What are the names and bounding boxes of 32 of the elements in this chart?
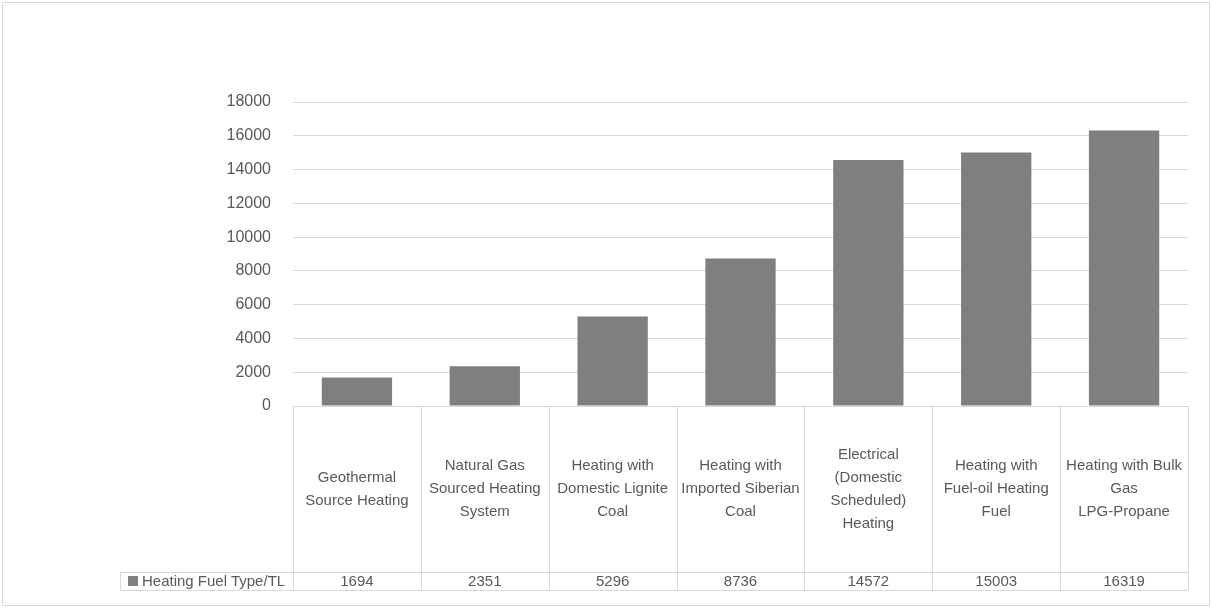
x-tick-label: Heating with Fuel-oil Heating Fuel	[943, 456, 1049, 520]
y-tick-label: 10000	[226, 227, 272, 245]
bar	[961, 152, 1032, 406]
bar	[449, 366, 520, 406]
data-label: 16319	[1103, 572, 1145, 590]
x-tick-label: Heating with Bulk Gas LPG-Propane	[1066, 456, 1183, 520]
data-label: 1694	[340, 572, 374, 590]
bar	[1088, 130, 1160, 406]
data-label: 5296	[595, 572, 630, 590]
data-label: 14572	[847, 572, 890, 590]
y-tick-label: 12000	[226, 193, 272, 211]
x-tick-label: Heating with Domestic Lignite Coal	[557, 456, 669, 520]
bar	[577, 316, 648, 406]
y-tick-label: 18000	[226, 92, 272, 110]
legend-label: Heating Fuel Type/TL	[142, 572, 286, 590]
y-tick-label: 4000	[235, 328, 272, 346]
data-label: 8736	[723, 572, 758, 590]
y-tick-label: 2000	[235, 362, 272, 380]
y-tick-label: 0	[262, 396, 272, 414]
y-tick-label: 16000	[226, 126, 272, 144]
bar	[833, 159, 904, 406]
data-label: 2351	[468, 572, 502, 590]
x-tick-label: Heating with Imported Siberian Coal	[681, 456, 800, 520]
y-tick-label: 8000	[235, 261, 272, 279]
x-tick-label: Electrical (Domestic Scheduled) Heating	[830, 444, 907, 531]
bar	[705, 258, 776, 406]
bar	[321, 377, 393, 406]
x-tick-label: Geothermal Source Heating	[305, 467, 409, 508]
y-tick-label: 14000	[226, 159, 272, 177]
x-tick-label: Natural Gas Sourced Heating System	[428, 456, 541, 520]
y-tick-label: 6000	[235, 295, 272, 313]
data-label: 15003	[975, 572, 1018, 590]
